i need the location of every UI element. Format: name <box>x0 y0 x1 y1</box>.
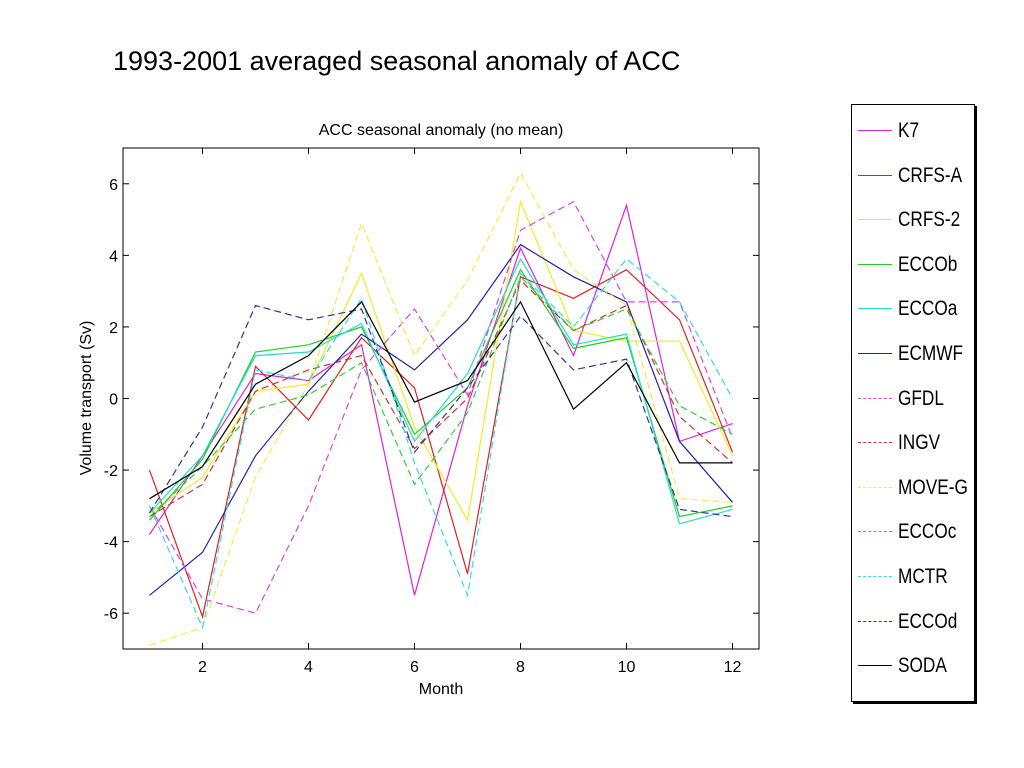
legend-item: ECCOc <box>852 511 974 555</box>
legend-item: SODA <box>852 645 974 689</box>
legend-item: ECCOb <box>852 244 974 288</box>
legend-swatch <box>858 486 892 488</box>
series-line-soda <box>149 300 733 500</box>
x-axis: 2 4 6 8 10 12 <box>198 148 742 676</box>
chart-title: ACC seasonal anomaly (no mean) <box>319 122 564 139</box>
legend-label: ECCOb <box>898 252 958 276</box>
y-tick-label: -6 <box>104 606 118 623</box>
legend-item: ECCOd <box>852 601 974 645</box>
legend-swatch <box>858 397 892 399</box>
legend-label: ECCOa <box>898 297 958 321</box>
legend-swatch <box>858 665 892 667</box>
plot-area <box>122 147 760 650</box>
legend-item: ECMWF <box>852 333 974 377</box>
series-line-eccod <box>148 304 733 518</box>
y-tick-label: 0 <box>109 392 118 409</box>
legend-swatch <box>858 308 892 310</box>
x-tick-label: 6 <box>410 659 419 676</box>
legend-label: ECMWF <box>898 342 964 365</box>
y-axis: -6 -4 -2 0 2 4 6 <box>104 177 759 623</box>
legend-item: CRFS-A <box>852 155 974 199</box>
legend-label: MOVE-G <box>898 475 968 499</box>
slide-title: 1993-2001 averaged seasonal anomaly of A… <box>113 46 681 76</box>
legend-swatch <box>858 353 892 354</box>
x-tick-label: 10 <box>618 659 636 676</box>
series-line-move-g <box>149 171 733 646</box>
legend-swatch <box>858 442 892 444</box>
legend-swatch <box>858 174 892 176</box>
y-tick-label: -4 <box>104 535 118 552</box>
legend-item: MCTR <box>852 556 974 600</box>
legend-item: K7 <box>852 110 974 154</box>
legend: K7 CRFS-A CRFS-2 ECCOb ECCOa ECMWF GFDL INGV MOV… <box>851 104 975 702</box>
legend-swatch <box>858 263 892 265</box>
legend-label: K7 <box>898 119 920 142</box>
y-axis-label: Volume transport (Sv) <box>78 321 95 476</box>
legend-swatch <box>858 531 892 533</box>
legend-label: CRFS-A <box>898 163 963 187</box>
y-tick-label: 2 <box>109 320 118 337</box>
legend-label: ECCOc <box>898 520 957 544</box>
series-line-crfs-2 <box>149 199 734 522</box>
legend-label: MCTR <box>898 565 948 588</box>
x-tick-label: 8 <box>516 659 525 676</box>
legend-label: INGV <box>898 431 941 455</box>
x-tick-label: 2 <box>198 659 207 676</box>
series-line-crfs-a <box>148 268 734 619</box>
legend-label: ECCOd <box>898 609 958 633</box>
legend-swatch <box>858 576 892 577</box>
legend-item: INGV <box>852 422 974 466</box>
legend-swatch <box>858 219 892 221</box>
legend-item: MOVE-G <box>852 467 974 511</box>
legend-label: SODA <box>898 654 947 678</box>
legend-item: CRFS-2 <box>852 199 974 243</box>
legend-swatch <box>858 130 892 131</box>
x-axis-label: Month <box>419 681 463 698</box>
x-tick-label: 12 <box>724 659 742 676</box>
y-tick-label: 6 <box>109 177 118 194</box>
series-lines <box>148 171 734 646</box>
series-line-eccoc <box>149 275 733 518</box>
series-line-k7 <box>149 203 733 596</box>
series-line-eccoa <box>149 257 733 525</box>
x-tick-label: 4 <box>304 659 313 676</box>
y-tick-label: 4 <box>109 248 118 265</box>
legend-swatch <box>858 620 892 622</box>
legend-item: ECCOa <box>852 288 974 332</box>
legend-label: CRFS-2 <box>898 208 961 232</box>
legend-label: GFDL <box>898 386 944 410</box>
legend-item: GFDL <box>852 378 974 422</box>
y-tick-label: -2 <box>104 463 118 480</box>
